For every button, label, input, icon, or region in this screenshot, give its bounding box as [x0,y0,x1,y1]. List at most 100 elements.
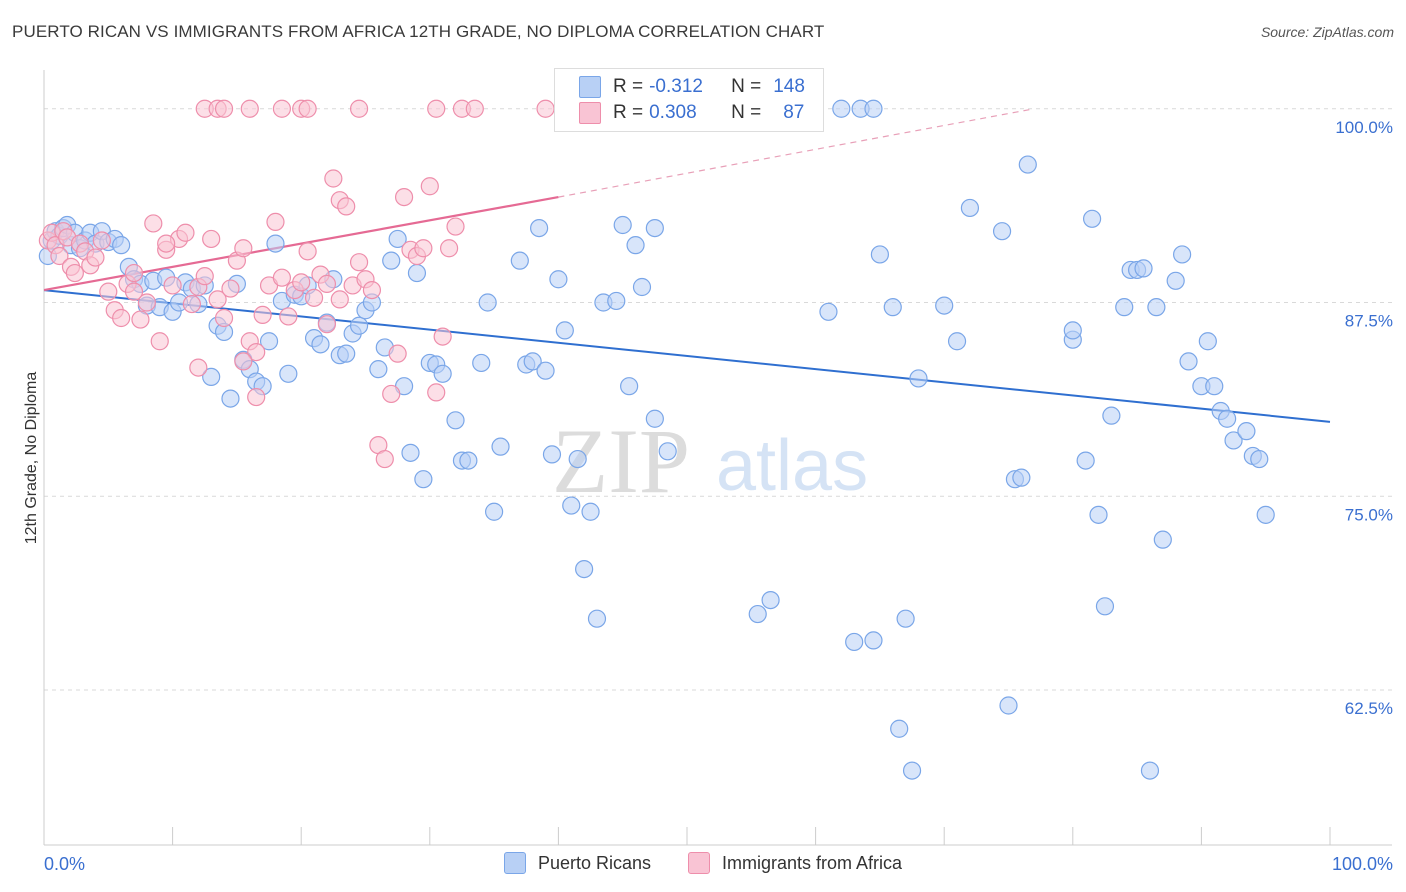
point-immigrants-africa [221,279,240,298]
grid [44,108,1392,691]
inset-swatch-pink [579,102,601,124]
point-immigrants-africa [446,217,465,236]
point-puerto-ricans [279,364,298,383]
point-immigrants-africa [137,293,156,312]
chart-title: PUERTO RICAN VS IMMIGRANTS FROM AFRICA 1… [12,22,825,41]
point-puerto-ricans [626,236,645,255]
legend-swatch-blue [503,852,526,874]
legend-item-puerto-ricans[interactable]: Puerto Ricans [503,852,651,874]
point-puerto-ricans [1224,431,1243,450]
point-immigrants-africa [182,294,201,314]
point-puerto-ricans [947,332,967,351]
point-immigrants-africa [388,344,407,363]
point-immigrants-africa [536,99,555,118]
point-puerto-ricans [1250,449,1269,469]
point-immigrants-africa [292,273,311,292]
point-puerto-ricans [935,296,954,315]
point-puerto-ricans [388,229,407,249]
point-puerto-ricans [890,719,909,738]
point-puerto-ricans [761,590,780,610]
inset-row-africa: R = 0.308 N = 87 [579,100,804,126]
legend-item-immigrants-africa[interactable]: Immigrants from Africa [688,852,902,874]
point-puerto-ricans [349,316,369,335]
point-puerto-ricans [1256,505,1275,524]
point-puerto-ricans [620,377,639,396]
point-puerto-ricans [562,496,581,515]
point-immigrants-africa [439,239,459,258]
point-puerto-ricans [645,409,664,428]
point-puerto-ricans [266,234,285,253]
axes [43,70,1392,846]
point-immigrants-africa [150,332,169,351]
point-puerto-ricans [1089,505,1108,524]
point-puerto-ricans [311,335,330,354]
point-immigrants-africa [324,169,343,188]
point-puerto-ricans [632,277,652,297]
point-puerto-ricans [382,251,401,270]
point-immigrants-africa [195,267,214,286]
point-immigrants-africa [131,310,150,329]
point-immigrants-africa [50,246,69,266]
point-puerto-ricans [542,445,562,464]
point-puerto-ricans [555,321,574,340]
point-puerto-ricans [401,443,420,462]
point-immigrants-africa [65,263,84,283]
point-puerto-ricans [832,99,851,118]
point-puerto-ricans [1179,352,1198,371]
point-immigrants-africa [202,229,221,249]
point-puerto-ricans [992,222,1012,241]
point-puerto-ricans [1063,321,1082,340]
point-immigrants-africa [124,263,144,283]
point-puerto-ricans [407,263,427,283]
point-immigrants-africa [189,358,208,377]
point-puerto-ricans [491,437,510,456]
inset-n-label: N = [731,102,762,123]
point-immigrants-africa [86,248,105,267]
tick-labels: 100.0% 87.5% 75.0% 62.5% 0.0% 100.0% [44,118,1393,874]
x-tick-label: 100.0% [1332,854,1393,874]
point-puerto-ricans [883,298,902,317]
y-axis-label: 12th Grade, No Diploma [23,372,40,545]
point-puerto-ricans [607,291,626,311]
point-puerto-ricans [1102,406,1121,425]
point-puerto-ricans [485,502,504,521]
point-immigrants-africa [337,197,356,216]
point-puerto-ricans [1218,409,1237,428]
point-puerto-ricans [1166,271,1185,290]
point-puerto-ricans [530,219,549,238]
point-immigrants-africa [427,383,446,402]
inset-r-label: R = [613,102,644,123]
point-immigrants-africa [382,384,401,404]
point-immigrants-africa [176,223,195,242]
inset-n-value: 148 [773,76,805,97]
point-puerto-ricans [1153,530,1172,549]
point-puerto-ricans [221,389,240,408]
point-puerto-ricans [536,361,555,380]
point-puerto-ricans [1140,761,1160,780]
y-tick-label: 62.5% [1345,699,1393,718]
x-tick-label: 0.0% [44,854,85,874]
point-puerto-ricans [819,302,838,321]
inset-r-value: -0.312 [649,76,703,97]
point-immigrants-africa [465,99,484,118]
point-puerto-ricans [645,219,664,238]
point-puerto-ricans [1134,259,1153,278]
inset-swatch-blue [579,76,601,98]
point-puerto-ricans [414,470,433,489]
point-puerto-ricans [902,761,922,780]
legend-swatch-pink [688,852,711,874]
point-puerto-ricans [478,293,497,312]
point-puerto-ricans [1237,422,1256,441]
point-puerto-ricans [909,369,928,388]
point-immigrants-africa [420,177,439,196]
point-puerto-ricans [864,99,883,118]
inset-r-value: 0.308 [649,102,697,123]
point-immigrants-africa [427,99,446,118]
point-immigrants-africa [349,99,369,118]
point-puerto-ricans [960,198,980,218]
point-puerto-ricans [472,353,491,373]
point-puerto-ricans [999,696,1018,715]
point-immigrants-africa [317,274,337,293]
point-immigrants-africa [234,239,253,258]
